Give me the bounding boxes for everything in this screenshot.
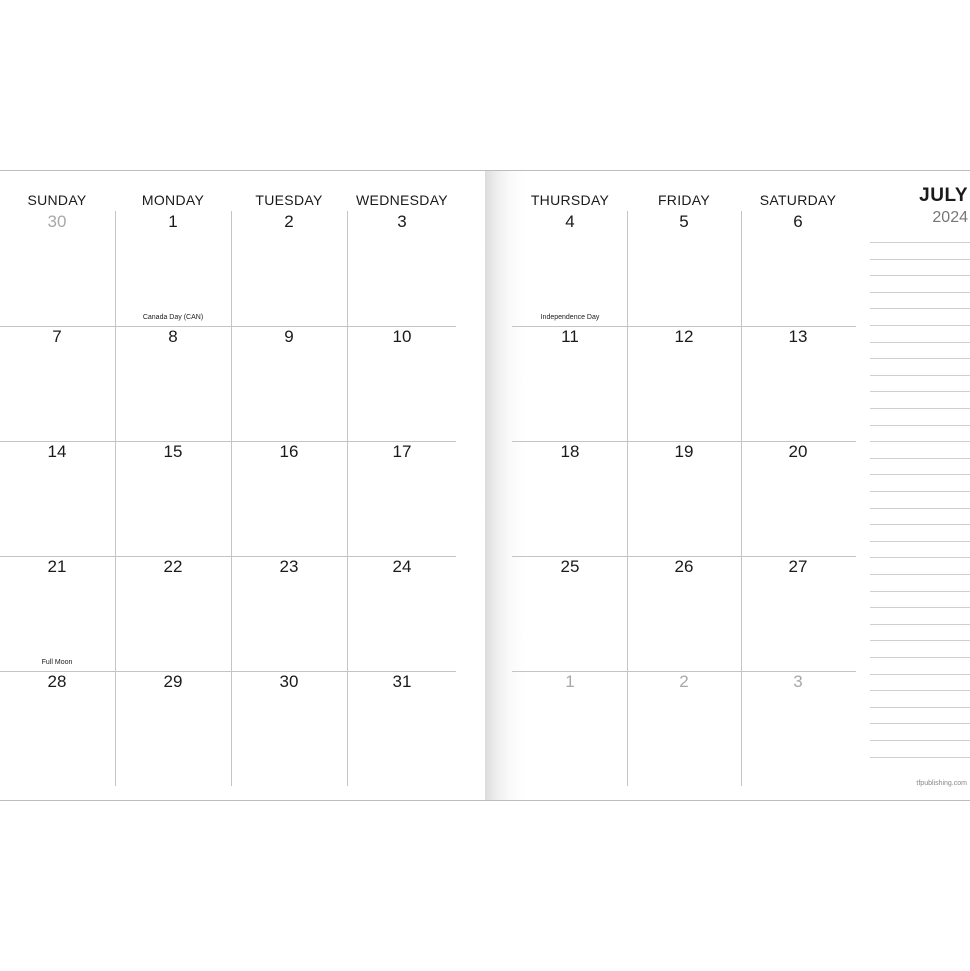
date-cell-number[interactable]: 24 <box>392 557 412 576</box>
notes-line <box>870 524 970 525</box>
date-cell-number[interactable]: 9 <box>284 327 294 346</box>
date-cell-number[interactable]: 30 <box>279 672 299 691</box>
year-title: 2024 <box>932 209 968 226</box>
notes-line <box>870 640 970 641</box>
date-cell-number[interactable]: 28 <box>47 672 67 691</box>
date-cell-number[interactable]: 16 <box>279 442 299 461</box>
date-cell-number[interactable]: 23 <box>279 557 299 576</box>
notes-line <box>870 259 970 260</box>
notes-line <box>870 242 970 243</box>
left-page: SUNDAY MONDAY TUESDAY WEDNESDAY 30 1 2 3 7 8 9 10 14… <box>0 170 485 801</box>
row-divider <box>512 556 856 557</box>
column-divider <box>347 211 348 786</box>
date-cell-number[interactable]: 27 <box>788 557 808 576</box>
date-cell-number[interactable]: 3 <box>793 672 803 691</box>
date-cell-number[interactable]: 1 <box>565 672 575 691</box>
date-cell-number[interactable]: 2 <box>679 672 689 691</box>
date-cell-number[interactable]: 30 <box>47 212 67 231</box>
notes-line <box>870 508 970 509</box>
date-cell-number[interactable]: 19 <box>674 442 694 461</box>
day-header-wednesday: WEDNESDAY <box>356 192 448 208</box>
column-divider <box>627 211 628 786</box>
notes-line <box>870 657 970 658</box>
date-cell-number[interactable]: 18 <box>560 442 580 461</box>
month-title: JULY <box>919 185 968 206</box>
notes-line <box>870 574 970 575</box>
date-cell-number[interactable]: 7 <box>52 327 62 346</box>
date-cell-number[interactable]: 13 <box>788 327 808 346</box>
notes-line <box>870 707 970 708</box>
notes-line <box>870 491 970 492</box>
row-divider <box>0 556 456 557</box>
date-cell-number[interactable]: 15 <box>163 442 183 461</box>
notes-line <box>870 408 970 409</box>
column-divider <box>115 211 116 786</box>
date-cell-number[interactable]: 21 <box>47 557 67 576</box>
row-divider <box>512 326 856 327</box>
date-cell-number[interactable]: 6 <box>793 212 803 231</box>
notes-line <box>870 325 970 326</box>
date-cell-number[interactable]: 14 <box>47 442 67 461</box>
notes-line <box>870 591 970 592</box>
publisher-site: tfpublishing.com <box>916 780 967 787</box>
notes-line <box>870 358 970 359</box>
row-divider <box>0 326 456 327</box>
date-cell-number[interactable]: 22 <box>163 557 183 576</box>
date-cell-number[interactable]: 10 <box>392 327 412 346</box>
right-page: JULY 2024 tfpublishing.com THURSDAY FRIDA… <box>485 170 970 801</box>
day-header-tuesday: TUESDAY <box>255 192 323 208</box>
day-header-friday: FRIDAY <box>657 192 711 208</box>
notes-line <box>870 624 970 625</box>
notes-line <box>870 557 970 558</box>
day-header-sunday: SUNDAY <box>27 192 87 208</box>
column-divider <box>741 211 742 786</box>
date-cell-number[interactable]: 5 <box>679 212 689 231</box>
date-cell-number[interactable]: 8 <box>168 327 178 346</box>
day-header-saturday: SATURDAY <box>759 192 837 208</box>
notes-line <box>870 757 970 758</box>
notes-line <box>870 674 970 675</box>
notes-line <box>870 342 970 343</box>
date-cell-number[interactable]: 4 <box>565 212 575 231</box>
notes-line <box>870 375 970 376</box>
date-cell-number[interactable]: 17 <box>392 442 412 461</box>
holiday-label: Full Moon <box>41 659 73 666</box>
notes-line <box>870 458 970 459</box>
date-cell-number[interactable]: 20 <box>788 442 808 461</box>
notes-line <box>870 308 970 309</box>
date-cell-number[interactable]: 2 <box>284 212 294 231</box>
notes-line <box>870 607 970 608</box>
column-divider <box>231 211 232 786</box>
notes-line <box>870 474 970 475</box>
row-divider <box>0 671 456 672</box>
row-divider <box>512 671 856 672</box>
date-cell-number[interactable]: 25 <box>560 557 580 576</box>
notes-line <box>870 275 970 276</box>
date-cell-number[interactable]: 29 <box>163 672 183 691</box>
notes-line <box>870 391 970 392</box>
notes-line <box>870 441 970 442</box>
date-cell-number[interactable]: 3 <box>397 212 407 231</box>
notes-line <box>870 292 970 293</box>
holiday-label: Independence Day <box>540 314 600 321</box>
notes-line <box>870 425 970 426</box>
day-header-monday: MONDAY <box>141 192 205 208</box>
date-cell-number[interactable]: 11 <box>561 327 579 346</box>
notes-line <box>870 690 970 691</box>
day-header-thursday: THURSDAY <box>530 192 610 208</box>
notes-line <box>870 541 970 542</box>
notes-line <box>870 740 970 741</box>
holiday-label: Canada Day (CAN) <box>142 314 204 321</box>
date-cell-number[interactable]: 1 <box>168 212 178 231</box>
row-divider <box>512 441 856 442</box>
date-cell-number[interactable]: 31 <box>392 672 412 691</box>
notes-line <box>870 723 970 724</box>
date-cell-number[interactable]: 12 <box>674 327 694 346</box>
row-divider <box>0 441 456 442</box>
date-cell-number[interactable]: 26 <box>674 557 694 576</box>
